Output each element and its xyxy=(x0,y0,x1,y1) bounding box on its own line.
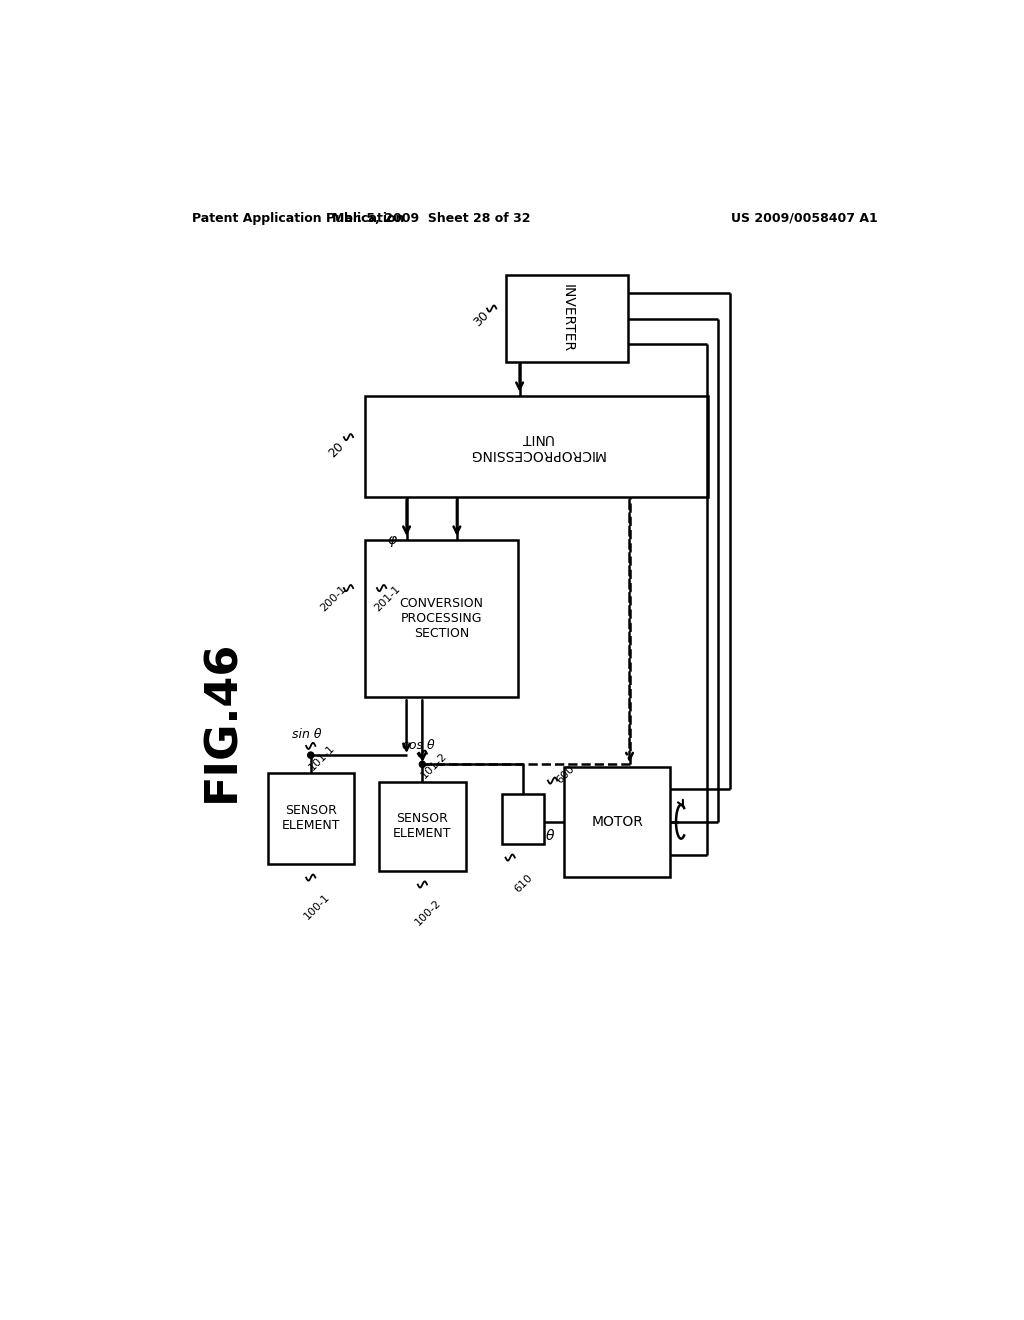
Text: 600: 600 xyxy=(555,763,577,785)
Text: SENSOR
ELEMENT: SENSOR ELEMENT xyxy=(393,812,452,841)
Bar xyxy=(502,793,544,843)
Text: 100-2: 100-2 xyxy=(414,898,443,928)
Text: MICROPROCESSING
UNIT: MICROPROCESSING UNIT xyxy=(469,432,605,462)
Text: 610: 610 xyxy=(512,873,535,895)
Text: 20: 20 xyxy=(326,440,346,459)
Text: 101-2: 101-2 xyxy=(419,750,449,780)
Text: 101-1: 101-1 xyxy=(307,743,337,772)
Bar xyxy=(267,774,354,863)
Bar xyxy=(379,781,466,871)
Circle shape xyxy=(307,752,313,758)
Text: Patent Application Publication: Patent Application Publication xyxy=(193,213,404,224)
Text: 201-1: 201-1 xyxy=(372,583,401,614)
Text: CONVERSION
PROCESSING
SECTION: CONVERSION PROCESSING SECTION xyxy=(399,597,483,640)
Text: 30: 30 xyxy=(471,309,492,329)
Text: FIG.46: FIG.46 xyxy=(200,639,243,801)
Circle shape xyxy=(419,762,425,767)
Bar xyxy=(366,540,518,697)
Text: US 2009/0058407 A1: US 2009/0058407 A1 xyxy=(731,213,878,224)
Text: Mar. 5, 2009  Sheet 28 of 32: Mar. 5, 2009 Sheet 28 of 32 xyxy=(332,213,530,224)
Text: φ: φ xyxy=(388,532,397,546)
Text: SENSOR
ELEMENT: SENSOR ELEMENT xyxy=(282,804,340,833)
Text: θ: θ xyxy=(546,829,554,842)
Text: 200-1: 200-1 xyxy=(318,583,348,614)
Text: INVERTER: INVERTER xyxy=(560,285,574,352)
Text: cos θ: cos θ xyxy=(402,739,435,751)
Text: MOTOR: MOTOR xyxy=(591,814,643,829)
Bar xyxy=(506,276,628,362)
Text: sin θ: sin θ xyxy=(292,727,322,741)
Text: 100-1: 100-1 xyxy=(302,891,332,921)
Bar xyxy=(564,767,671,876)
Bar xyxy=(366,396,708,498)
